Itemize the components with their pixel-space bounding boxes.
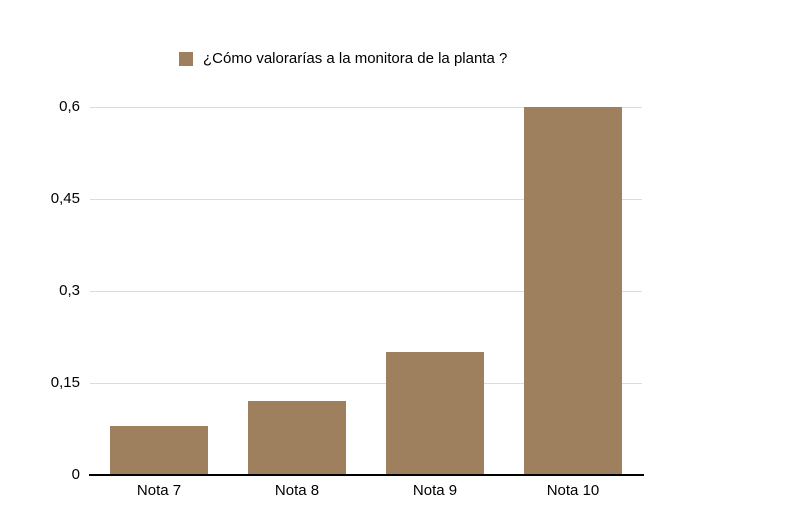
legend-label: ¿Cómo valorarías a la monitora de la pla… bbox=[203, 50, 508, 67]
gridline bbox=[90, 107, 642, 108]
x-tick-label: Nota 10 bbox=[546, 482, 600, 499]
gridline bbox=[90, 383, 642, 384]
y-tick-label: 0,3 bbox=[59, 282, 80, 299]
bar bbox=[110, 426, 208, 475]
gridline bbox=[90, 291, 642, 292]
y-tick-label: 0,6 bbox=[59, 98, 80, 115]
bar bbox=[386, 352, 484, 475]
x-tick-label: Nota 8 bbox=[274, 482, 320, 499]
y-tick-label: 0,15 bbox=[50, 374, 80, 391]
x-tick-label: Nota 9 bbox=[412, 482, 458, 499]
y-tick-label: 0,45 bbox=[50, 190, 80, 207]
x-axis-line bbox=[89, 474, 644, 476]
x-tick-label: Nota 7 bbox=[136, 482, 182, 499]
gridline bbox=[90, 199, 642, 200]
y-tick-label: 0 bbox=[71, 466, 80, 483]
bar bbox=[524, 107, 622, 475]
bar bbox=[248, 401, 346, 475]
legend-swatch-icon bbox=[179, 52, 193, 66]
chart-legend: ¿Cómo valorarías a la monitora de la pla… bbox=[179, 51, 507, 67]
